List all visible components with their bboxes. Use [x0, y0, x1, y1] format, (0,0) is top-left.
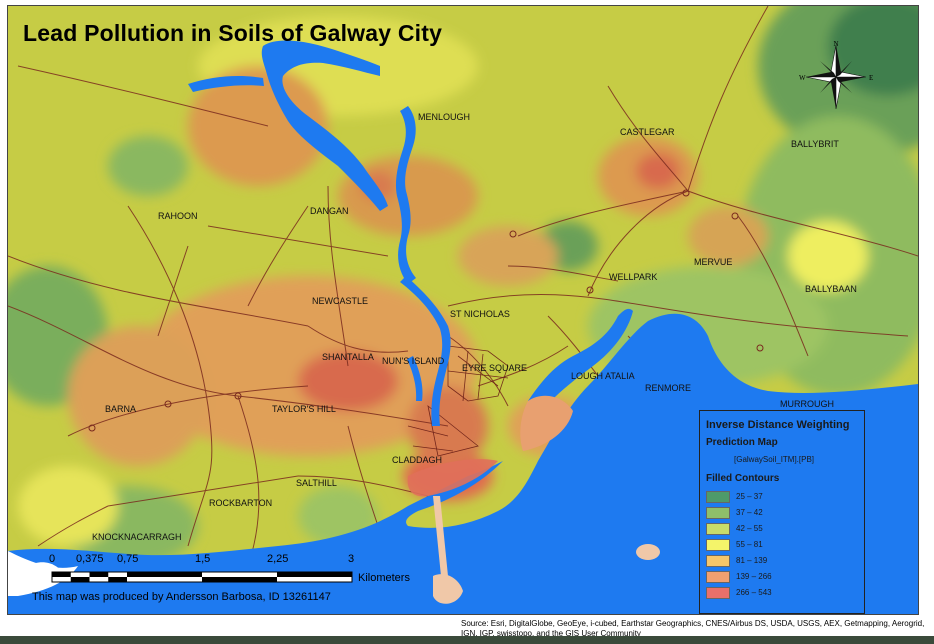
- compass-rose-icon: N W E: [799, 40, 873, 110]
- place-label: CASTLEGAR: [620, 127, 675, 137]
- scale-tick: 0: [49, 553, 56, 565]
- legend-swatch: [706, 539, 730, 551]
- legend-label: 81 – 139: [736, 556, 768, 565]
- place-label: NUN'S ISLAND: [382, 356, 445, 366]
- lough-atalia: [528, 308, 633, 416]
- place-label: ROCKBARTON: [209, 498, 273, 508]
- contour-high-west: [68, 326, 208, 466]
- place-label: SALTHILL: [296, 478, 337, 488]
- river-corrib-upper: [395, 106, 416, 284]
- map-title: Lead Pollution in Soils of Galway City: [23, 20, 443, 46]
- map-frame[interactable]: Lead Pollution in Soils of Galway City M…: [7, 5, 919, 615]
- scale-unit: Kilometers: [358, 572, 410, 584]
- lough-corrib-branch: [188, 76, 264, 92]
- source-attribution: Source: Esri, DigitalGlobe, GeoEye, i-cu…: [461, 619, 925, 638]
- place-label: TAYLOR'S HILL: [272, 404, 336, 414]
- place-label: MERVUE: [694, 257, 733, 267]
- place-label: LOUGH ATALIA: [571, 371, 635, 381]
- contour-mid-knock: [18, 466, 118, 546]
- place-label: MURROUGH: [780, 399, 834, 409]
- legend-swatch: [706, 523, 730, 535]
- place-label: KNOCKNACARRAGH: [92, 532, 182, 542]
- contour-high-mervue: [688, 206, 768, 266]
- place-label: BALLYBAAN: [805, 284, 857, 294]
- river-corrib-lower: [400, 276, 451, 426]
- contour-low-west2: [108, 136, 188, 196]
- legend-subtitle: Prediction Map: [706, 437, 778, 448]
- place-label: SHANTALLA: [322, 352, 374, 362]
- compass-north: N: [833, 40, 838, 48]
- map-canvas[interactable]: [8, 6, 918, 614]
- shore-patch-east: [520, 395, 573, 451]
- scale-tick: 0,375: [76, 553, 104, 565]
- north-arrow: N W E: [796, 40, 876, 110]
- legend-swatch: [706, 571, 730, 583]
- water-bodies: [8, 40, 918, 614]
- place-label: MENLOUGH: [418, 112, 471, 122]
- scale-bar: 0 0,375 0,75 1,5 2,25 3 Kilometers: [42, 553, 422, 589]
- galway-bay: [8, 313, 918, 614]
- claddagh-spit: [407, 459, 498, 497]
- legend-label: 25 – 37: [736, 492, 763, 501]
- legend-contours-heading: Filled Contours: [706, 473, 780, 484]
- legend-swatch: [706, 587, 730, 599]
- road-junctions: [88, 189, 764, 432]
- legend-label: 55 – 81: [736, 540, 763, 549]
- contour-high-north: [188, 66, 328, 186]
- legend-label: 37 – 42: [736, 508, 763, 517]
- contour-very-high-castlegar: [636, 153, 680, 189]
- contour-mid-ballybaan: [788, 221, 868, 291]
- legend-label: 266 – 543: [736, 588, 772, 597]
- place-label: RAHOON: [158, 211, 198, 221]
- place-label: WELLPARK: [609, 272, 658, 282]
- legend-swatch: [706, 491, 730, 503]
- legend-label: 42 – 55: [736, 524, 763, 533]
- legend-layer: [GalwaySoil_ITM].[PB]: [734, 455, 815, 464]
- place-label: EYRE SQUARE: [462, 363, 528, 373]
- compass-west: W: [799, 74, 806, 82]
- scale-tick: 2,25: [267, 553, 289, 565]
- legend-label: 139 – 266: [736, 572, 772, 581]
- place-label: NEWCASTLE: [312, 296, 369, 306]
- place-label: BARNA: [105, 404, 137, 414]
- scale-tick: 1,5: [195, 553, 211, 565]
- contour-low-ne-dark: [828, 6, 918, 96]
- legend-swatch: [706, 555, 730, 567]
- scale-tick: 3: [348, 553, 355, 565]
- city-grid: [407, 345, 509, 457]
- mutton-island-causeway: [433, 496, 448, 576]
- contour-very-high-shantalla: [298, 351, 398, 411]
- place-label: RENMORE: [645, 383, 692, 393]
- scale-bar-graphic: [51, 571, 353, 583]
- place-label: DANGAN: [310, 206, 349, 216]
- compass-east: E: [869, 74, 873, 82]
- place-label: ST NICHOLAS: [450, 309, 510, 319]
- scale-tick: 0,75: [117, 553, 139, 565]
- contour-fill-layer: [8, 6, 918, 566]
- contour-high-east: [458, 226, 558, 286]
- author-credit: This map was produced by Andersson Barbo…: [32, 591, 331, 603]
- river-canal: [407, 356, 423, 401]
- lough-corrib: [261, 40, 388, 211]
- map-legend: Inverse Distance Weighting Prediction Ma…: [699, 410, 865, 614]
- mutton-island: [433, 574, 463, 604]
- shore-patches: [8, 395, 660, 604]
- bottom-strip: [0, 636, 934, 644]
- legend-title: Inverse Distance Weighting: [706, 419, 850, 431]
- place-label: CLADDAGH: [392, 455, 443, 465]
- shore-patch-bay: [636, 544, 660, 560]
- legend-swatch: [706, 507, 730, 519]
- place-label: BALLYBRIT: [791, 139, 839, 149]
